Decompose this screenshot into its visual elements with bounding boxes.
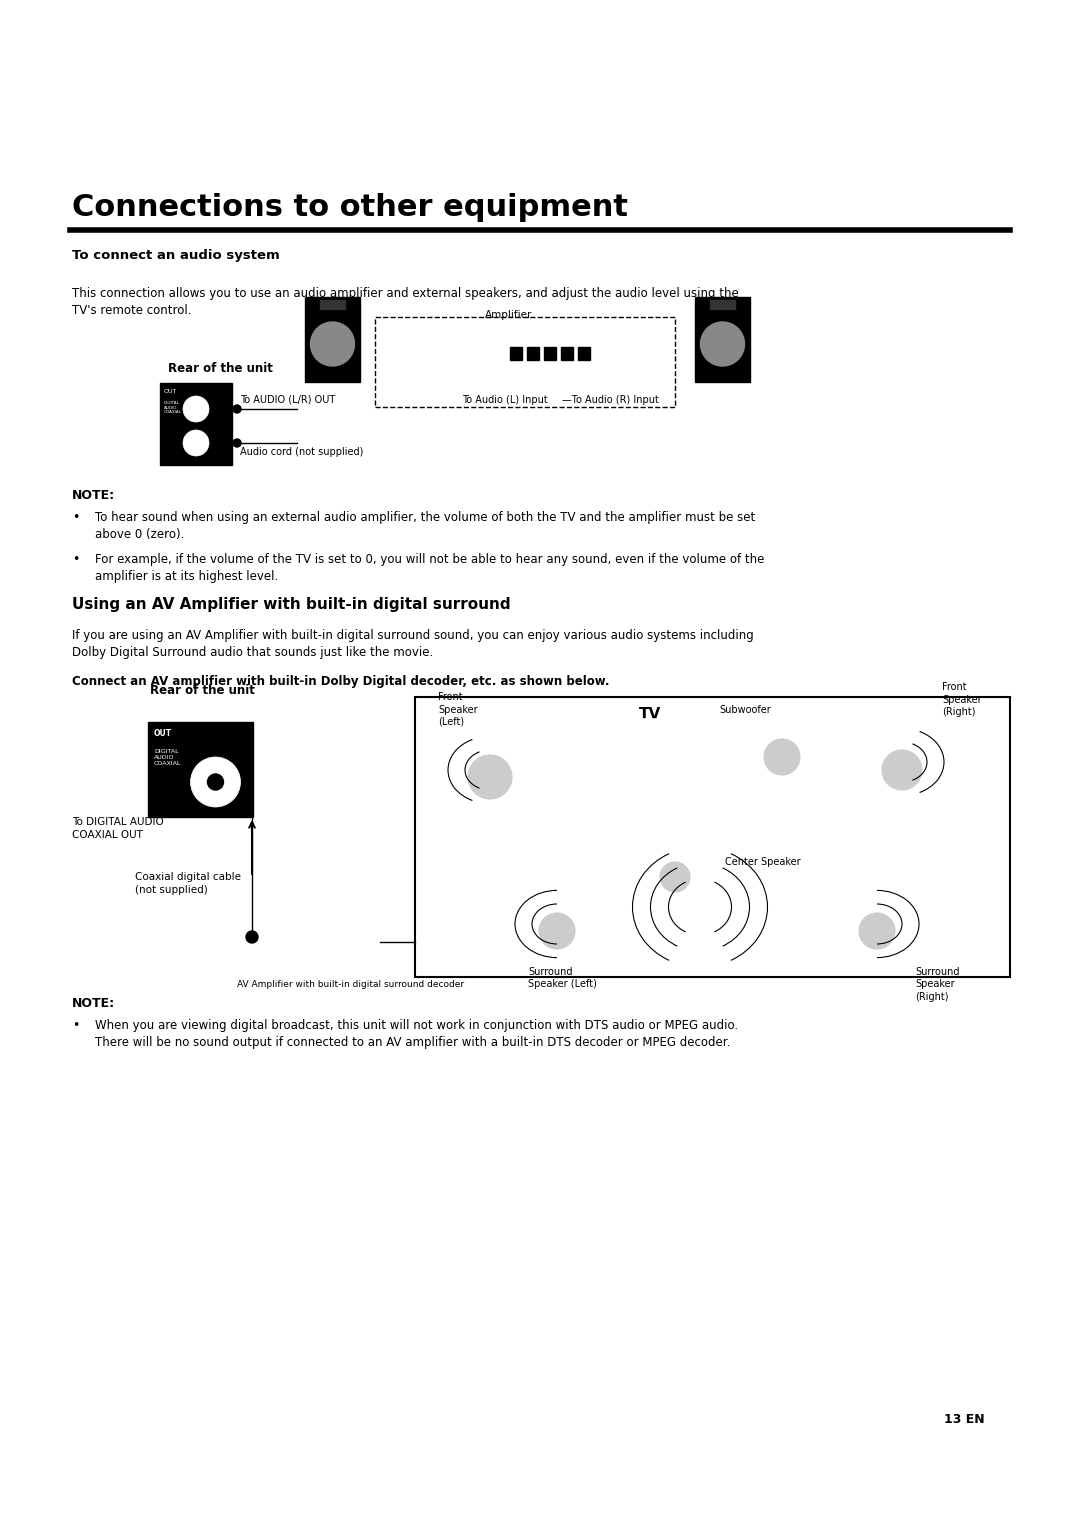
Bar: [148, 722, 253, 817]
Text: NOTE:: NOTE:: [72, 997, 116, 1009]
Bar: [561, 347, 573, 360]
Text: •: •: [72, 512, 79, 524]
FancyBboxPatch shape: [748, 721, 816, 789]
Circle shape: [551, 376, 569, 394]
Circle shape: [764, 739, 800, 776]
Circle shape: [600, 376, 619, 394]
FancyBboxPatch shape: [633, 840, 717, 904]
Circle shape: [171, 928, 199, 956]
Text: Rear of the unit: Rear of the unit: [168, 362, 273, 376]
Text: To hear sound when using an external audio amplifier, the volume of both the TV : To hear sound when using an external aud…: [95, 512, 755, 541]
Bar: [510, 347, 522, 360]
Ellipse shape: [683, 880, 717, 935]
Text: Subwoofer: Subwoofer: [719, 705, 771, 715]
Bar: [375, 318, 675, 408]
Bar: [114, 912, 380, 973]
Bar: [544, 347, 556, 360]
Circle shape: [423, 376, 441, 394]
Text: This connection allows you to use an audio amplifier and external speakers, and : This connection allows you to use an aud…: [72, 287, 739, 318]
Circle shape: [311, 322, 354, 366]
Bar: [395, 330, 650, 405]
Bar: [920, 1402, 1008, 1437]
Text: Front
Speaker
(Right): Front Speaker (Right): [942, 683, 982, 718]
Circle shape: [233, 438, 241, 447]
Text: Rear of the unit: Rear of the unit: [150, 684, 255, 696]
Bar: [403, 345, 421, 366]
Text: OUT: OUT: [154, 728, 172, 738]
Bar: [710, 299, 735, 308]
Circle shape: [468, 754, 512, 799]
Bar: [285, 945, 320, 960]
FancyBboxPatch shape: [567, 719, 718, 800]
Text: To connect an audio system: To connect an audio system: [72, 249, 280, 263]
Circle shape: [314, 928, 326, 941]
FancyBboxPatch shape: [843, 887, 912, 960]
Circle shape: [351, 928, 363, 941]
Text: Audio cord (not supplied): Audio cord (not supplied): [240, 447, 363, 457]
Text: OUT: OUT: [164, 389, 177, 394]
Text: DIGITAL
AUDIO
COAXIAL: DIGITAL AUDIO COAXIAL: [154, 750, 181, 765]
Text: Coaxial digital cable
(not supplied): Coaxial digital cable (not supplied): [135, 872, 241, 895]
Circle shape: [240, 947, 254, 960]
Circle shape: [334, 928, 346, 941]
Text: Using an AV Amplifier with built-in digital surround: Using an AV Amplifier with built-in digi…: [72, 597, 511, 612]
Bar: [305, 296, 360, 382]
Circle shape: [539, 913, 575, 948]
Text: —To Audio (R) Input: —To Audio (R) Input: [562, 395, 659, 405]
Circle shape: [246, 931, 258, 944]
Text: DIGITAL
AUDIO
COAXIAL: DIGITAL AUDIO COAXIAL: [164, 402, 183, 414]
Text: To Audio (L) Input: To Audio (L) Input: [462, 395, 548, 405]
Bar: [123, 925, 151, 960]
Bar: [527, 347, 539, 360]
Circle shape: [660, 863, 690, 892]
Bar: [160, 383, 232, 466]
Text: Front
Speaker
(Left): Front Speaker (Left): [438, 692, 477, 727]
Text: Connections to other equipment: Connections to other equipment: [72, 192, 627, 221]
Text: To Coaxial
Digital Audio Input: To Coaxial Digital Audio Input: [135, 919, 232, 942]
Circle shape: [183, 395, 210, 421]
Text: Surround
Speaker (Left): Surround Speaker (Left): [528, 967, 597, 989]
Text: For example, if the volume of the TV is set to 0, you will not be able to hear a: For example, if the volume of the TV is …: [95, 553, 765, 583]
Text: 13 EN: 13 EN: [944, 1412, 984, 1426]
Circle shape: [207, 774, 224, 789]
Text: Amplifier: Amplifier: [485, 310, 532, 321]
Text: NOTE:: NOTE:: [72, 489, 116, 502]
Circle shape: [859, 913, 895, 948]
Text: Connect an AV amplifier with built-in Dolby Digital decoder, etc. as shown below: Connect an AV amplifier with built-in Do…: [72, 675, 609, 689]
Text: AV Amplifier with built-in digital surround decoder: AV Amplifier with built-in digital surro…: [238, 980, 464, 989]
Bar: [320, 299, 345, 308]
Bar: [578, 347, 590, 360]
Circle shape: [233, 405, 241, 412]
Circle shape: [190, 757, 241, 806]
Circle shape: [262, 947, 276, 960]
FancyBboxPatch shape: [523, 887, 592, 960]
Circle shape: [183, 431, 210, 457]
FancyBboxPatch shape: [453, 725, 527, 814]
Circle shape: [218, 947, 232, 960]
Bar: [696, 296, 750, 382]
Circle shape: [882, 750, 922, 789]
Circle shape: [576, 376, 594, 394]
Text: •: •: [72, 1019, 79, 1032]
Text: TV: TV: [639, 707, 661, 722]
Text: When you are viewing digital broadcast, this unit will not work in conjunction w: When you are viewing digital broadcast, …: [95, 1019, 738, 1049]
Circle shape: [294, 928, 306, 941]
Bar: [415, 696, 1010, 977]
Text: Surround
Speaker
(Right): Surround Speaker (Right): [915, 967, 959, 1002]
Circle shape: [399, 376, 416, 394]
Text: To AUDIO (L/R) OUT: To AUDIO (L/R) OUT: [240, 395, 335, 405]
Text: Center Speaker: Center Speaker: [725, 857, 800, 867]
Text: If you are using an AV Amplifier with built-in digital surround sound, you can e: If you are using an AV Amplifier with bu…: [72, 629, 754, 660]
Text: To DIGITAL AUDIO
COAXIAL OUT: To DIGITAL AUDIO COAXIAL OUT: [72, 817, 164, 840]
FancyBboxPatch shape: [868, 721, 937, 805]
Circle shape: [701, 322, 744, 366]
Circle shape: [448, 376, 465, 394]
Text: •: •: [72, 553, 79, 567]
Circle shape: [458, 345, 482, 370]
